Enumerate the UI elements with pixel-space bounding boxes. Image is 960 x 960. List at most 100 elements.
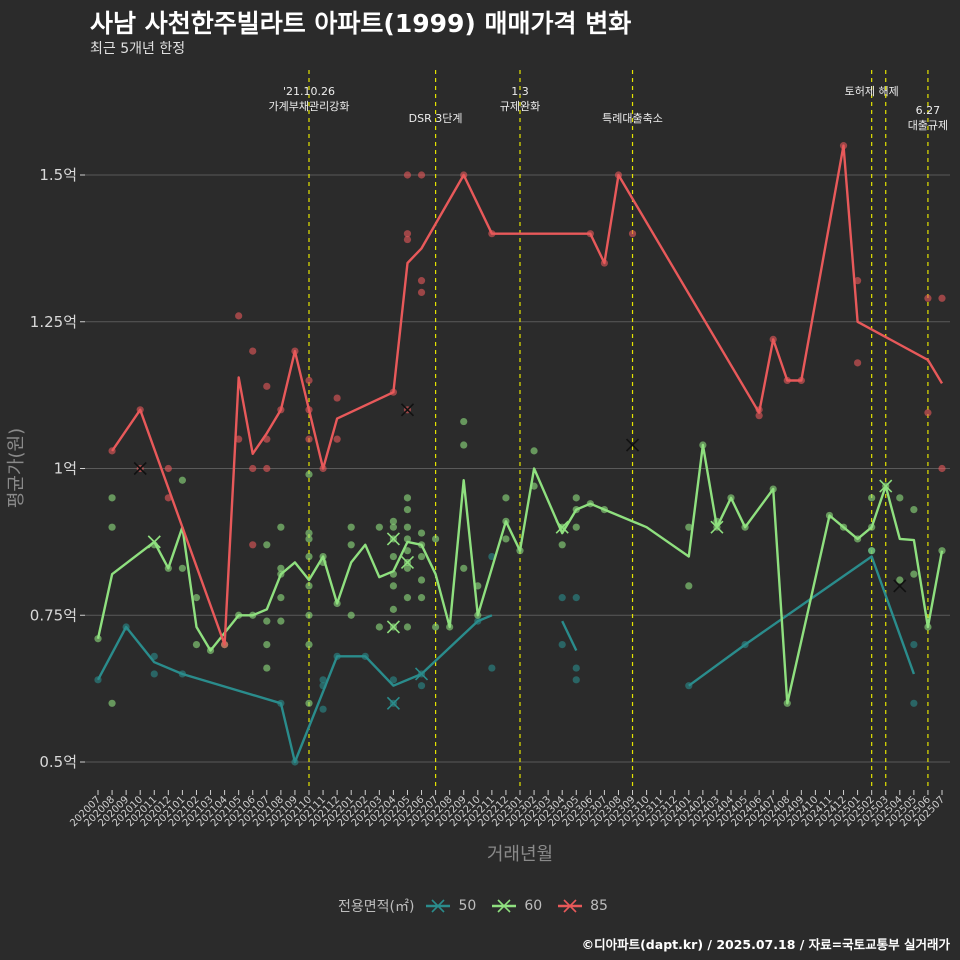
data-point bbox=[389, 517, 397, 525]
x-marker bbox=[400, 403, 415, 417]
data-point bbox=[277, 617, 285, 625]
x-marker bbox=[386, 620, 400, 634]
data-point bbox=[417, 682, 426, 690]
data-point bbox=[417, 277, 426, 285]
data-point bbox=[263, 617, 271, 625]
series-line bbox=[688, 555, 916, 687]
data-point bbox=[319, 676, 327, 684]
legend-title: 전용면적(㎡) bbox=[338, 899, 415, 915]
series-line bbox=[96, 614, 493, 764]
x-marker-stroke bbox=[555, 520, 569, 534]
data-point bbox=[94, 635, 102, 643]
data-point bbox=[305, 611, 313, 619]
series-60 bbox=[94, 417, 946, 707]
data-point bbox=[375, 523, 383, 531]
data-point bbox=[572, 594, 580, 602]
data-point bbox=[628, 230, 637, 238]
data-point bbox=[305, 535, 313, 543]
data-point bbox=[305, 376, 313, 385]
data-point bbox=[192, 594, 201, 602]
x-axis: 2020072020082020092020102020112020122021… bbox=[68, 790, 947, 829]
data-point bbox=[938, 464, 946, 473]
series-50 bbox=[94, 547, 918, 766]
event-label: 특례대출축소 bbox=[602, 112, 663, 125]
x-marker-stroke bbox=[133, 461, 147, 476]
data-point bbox=[460, 441, 468, 449]
series-line bbox=[111, 144, 944, 646]
event-label: 가계부채관리강화 bbox=[269, 100, 350, 113]
data-point bbox=[277, 564, 285, 572]
x-marker bbox=[400, 555, 415, 569]
data-point bbox=[389, 605, 397, 613]
legend-key bbox=[558, 899, 583, 913]
data-point bbox=[572, 664, 580, 672]
data-point bbox=[417, 288, 426, 296]
data-point bbox=[164, 464, 172, 473]
data-point bbox=[249, 464, 257, 473]
data-point bbox=[896, 494, 904, 502]
x-marker-stroke bbox=[386, 696, 400, 710]
data-point bbox=[910, 570, 918, 578]
data-point bbox=[755, 412, 763, 420]
data-point bbox=[910, 505, 918, 514]
data-point bbox=[305, 699, 313, 707]
legend-item-50: 50 bbox=[424, 897, 476, 915]
data-point bbox=[305, 529, 313, 537]
data-point bbox=[417, 594, 426, 602]
data-point bbox=[389, 676, 397, 684]
event-label: 토허제 해제 bbox=[845, 84, 899, 98]
data-point bbox=[403, 535, 412, 543]
x-marker-stroke bbox=[386, 620, 400, 634]
x-marker-stroke bbox=[625, 438, 640, 452]
data-point bbox=[896, 576, 904, 584]
data-point bbox=[403, 505, 412, 514]
data-point bbox=[305, 470, 313, 478]
data-point bbox=[572, 676, 580, 684]
data-point bbox=[108, 699, 116, 707]
data-point bbox=[263, 664, 271, 672]
data-point bbox=[403, 171, 412, 179]
data-point bbox=[305, 435, 313, 443]
y-tick-label: 0.75억 bbox=[30, 606, 77, 624]
data-point bbox=[263, 541, 271, 549]
data-point bbox=[868, 494, 876, 502]
data-point bbox=[347, 611, 355, 619]
data-point bbox=[235, 312, 243, 320]
chart-subtitle: 최근 5개년 한정 bbox=[90, 41, 186, 57]
x-marker-stroke bbox=[386, 532, 400, 546]
x-marker bbox=[625, 438, 640, 452]
data-point bbox=[192, 641, 201, 649]
data-point bbox=[924, 409, 932, 417]
data-point bbox=[347, 523, 355, 531]
x-marker-stroke bbox=[147, 535, 161, 549]
data-point bbox=[417, 576, 426, 584]
data-point bbox=[558, 641, 566, 649]
x-marker-stroke bbox=[414, 667, 429, 681]
data-point bbox=[854, 277, 862, 285]
x-marker bbox=[893, 579, 907, 593]
legend-label: 50 bbox=[458, 898, 477, 914]
data-point bbox=[572, 523, 580, 531]
x-axis-label: 거래년월 bbox=[487, 844, 553, 865]
x-marker bbox=[555, 520, 569, 534]
data-point bbox=[432, 623, 440, 631]
data-point bbox=[530, 447, 538, 455]
data-point bbox=[854, 359, 862, 367]
legend: 전용면적(㎡) 50 60 85 bbox=[0, 896, 960, 916]
x-marker bbox=[147, 535, 161, 549]
data-point bbox=[249, 541, 257, 549]
legend-label: 85 bbox=[590, 898, 608, 914]
data-point bbox=[558, 541, 566, 549]
data-point bbox=[572, 494, 580, 502]
data-point bbox=[319, 705, 327, 713]
data-point bbox=[263, 464, 271, 473]
series-line bbox=[561, 620, 578, 652]
data-point bbox=[235, 435, 243, 443]
data-point bbox=[502, 535, 510, 543]
x-marker-stroke bbox=[400, 403, 415, 417]
series-layer bbox=[94, 142, 946, 766]
data-point bbox=[333, 435, 341, 443]
y-tick-label: 1억 bbox=[54, 460, 77, 478]
data-point bbox=[403, 523, 412, 531]
